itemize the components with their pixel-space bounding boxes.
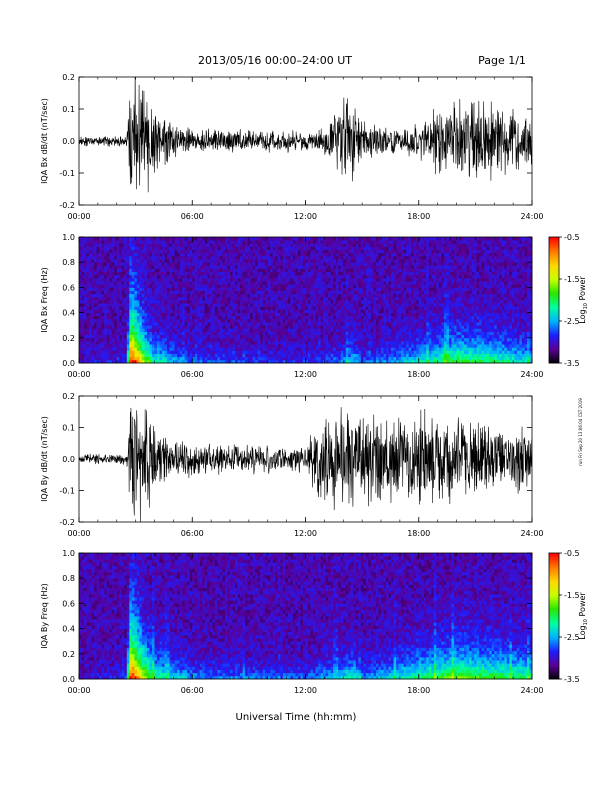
x-tick-label: 00:00 (67, 212, 90, 221)
x-tick-label: 18:00 (407, 529, 430, 538)
y-axis-label: IQA Bx dB/dt (nT/sec) (40, 98, 49, 184)
colorbar-label: Log10 Power (578, 276, 589, 324)
colorbar-tick-label: -3.5 (564, 675, 580, 684)
page-number: Page 1/1 (478, 54, 526, 67)
spectrogram-cells (79, 553, 533, 680)
y-axis-label: IQA By dB/dt (nT/sec) (40, 416, 49, 502)
x-tick-label: 18:00 (407, 370, 430, 379)
y-tick-label: 0.8 (62, 258, 75, 267)
y-tick-label: -0.1 (59, 169, 75, 178)
x-tick-label: 24:00 (520, 686, 543, 695)
y-tick-label: 0.0 (62, 675, 75, 684)
x-tick-label: 12:00 (294, 686, 317, 695)
y-tick-label: 0.2 (62, 334, 75, 343)
colorbar-tick-label: -2.5 (564, 317, 580, 326)
x-tick-label: 12:00 (294, 370, 317, 379)
colorbar-frame (548, 236, 560, 364)
x-tick-label: 18:00 (407, 686, 430, 695)
y-tick-label: 0.1 (62, 424, 75, 433)
colorbar: -0.5 -1.5 -2.5 -3.5 Log10 Power (548, 233, 589, 368)
page-title: 2013/05/16 00:00–24:00 UT (198, 54, 352, 67)
y-tick-label: 1.0 (62, 549, 75, 558)
y-tick-label: 0.6 (62, 283, 75, 292)
y-tick-label: 0.2 (62, 73, 75, 82)
y-tick-label: 0.2 (62, 650, 75, 659)
y-tick-label: 0.0 (62, 137, 75, 146)
y-axis-label: IQA By Freq (Hz) (40, 583, 49, 649)
x-tick-label: 24:00 (520, 370, 543, 379)
y-axis-label: IQA Bx Freq (Hz) (40, 267, 49, 333)
y-tick-label: -0.2 (59, 518, 75, 527)
y-tick-label: 0.6 (62, 599, 75, 608)
x-tick-label: 06:00 (181, 212, 204, 221)
x-tick-label: 18:00 (407, 212, 430, 221)
y-tick-label: 0.1 (62, 105, 75, 114)
panel-1: 00:00 06:00 12:00 18:00 24:00 0.2 0.1 0.0 -0.1 -0… (40, 73, 544, 221)
y-tick-label: -0.1 (59, 487, 75, 496)
panel-2: -0.5 -1.5 -2.5 -3.5 Log10 Power 00:00 06:00 12:… (40, 233, 589, 379)
colorbar-tick-label: -1.5 (564, 275, 580, 284)
x-tick-label: 24:00 (520, 212, 543, 221)
y-tick-label: 0.4 (62, 309, 75, 318)
colorbar-tick-label: -0.5 (564, 549, 580, 558)
x-tick-label: 06:00 (181, 686, 204, 695)
y-tick-label: 0.0 (62, 455, 75, 464)
x-tick-label: 00:00 (67, 370, 90, 379)
x-axis-label: Universal Time (hh:mm) (236, 712, 357, 723)
x-tick-label: 06:00 (181, 529, 204, 538)
y-tick-label: 0.2 (62, 392, 75, 401)
spectrogram-cells (79, 237, 533, 364)
y-tick-label: 0.4 (62, 625, 75, 634)
series-trace (79, 77, 532, 193)
run-timestamp: run Fri Sep 20 13:06:04 CST 2019 (578, 398, 583, 466)
x-tick-label: 12:00 (294, 529, 317, 538)
y-tick-label: 0.8 (62, 574, 75, 583)
y-tick-label: 1.0 (62, 233, 75, 242)
y-tick-label: 0.0 (62, 359, 75, 368)
colorbar-tick-label: -0.5 (564, 233, 580, 242)
panel-3: 00:00 06:00 12:00 18:00 24:00 0.2 0.1 0.0 -0.1 -0… (40, 392, 544, 538)
panel-4: -0.5 -1.5 -2.5 -3.5 Log10 Power 00:00 06:00 12:… (40, 549, 589, 695)
colorbar: -0.5 -1.5 -2.5 -3.5 Log10 Power (548, 549, 589, 684)
x-tick-label: 00:00 (67, 686, 90, 695)
colorbar-tick-label: -3.5 (564, 359, 580, 368)
x-tick-label: 24:00 (520, 529, 543, 538)
colorbar-tick-label: -2.5 (564, 633, 580, 642)
x-tick-label: 00:00 (67, 529, 90, 538)
colorbar-frame (548, 552, 560, 680)
colorbar-label: Log10 Power (578, 592, 589, 640)
series-trace (79, 407, 532, 522)
panels: 00:00 06:00 12:00 18:00 24:00 0.2 0.1 0.0 -0.1 -0… (40, 73, 589, 695)
y-tick-label: -0.2 (59, 201, 75, 210)
colorbar-tick-label: -1.5 (564, 591, 580, 600)
x-tick-label: 06:00 (181, 370, 204, 379)
x-tick-label: 12:00 (294, 212, 317, 221)
